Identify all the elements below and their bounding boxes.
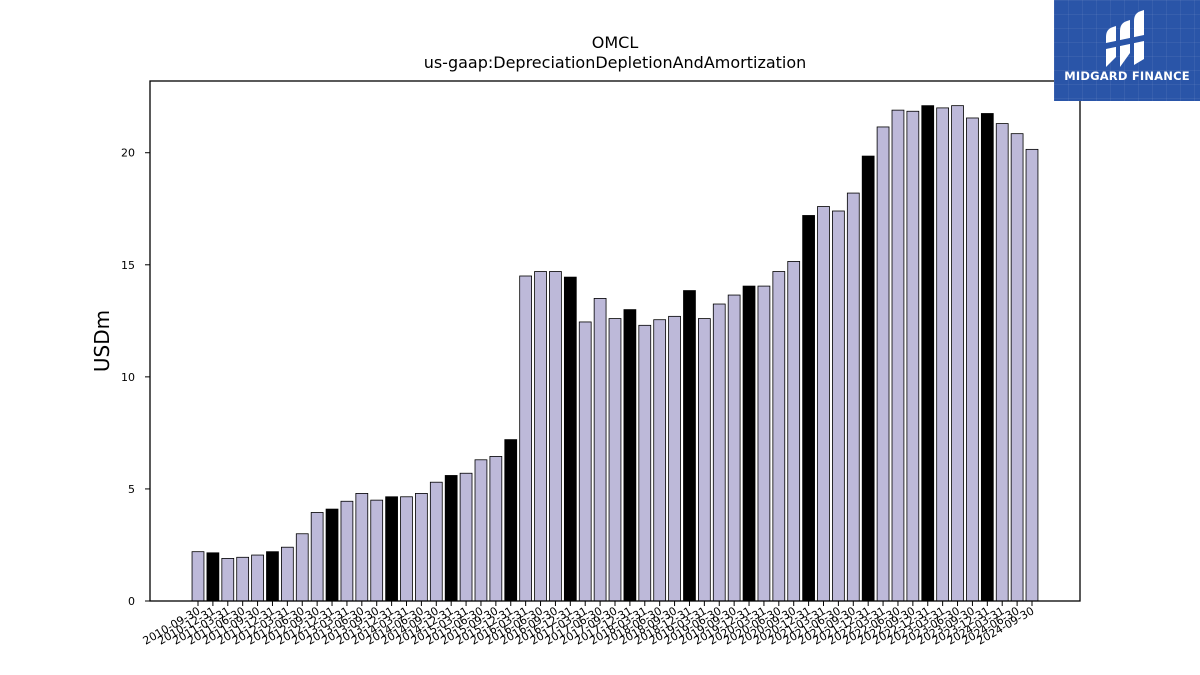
y-axis-label: USDm — [90, 310, 114, 372]
bar-2019-03-31 — [698, 318, 711, 602]
bar-2014-09-30 — [429, 481, 443, 602]
bar-2020-09-30 — [787, 261, 801, 602]
bar-2020-03-31 — [757, 285, 771, 602]
bar-2023-09-30 — [966, 117, 979, 602]
bar-2015-03-31 — [459, 472, 473, 602]
bar-2020-12-31 — [802, 215, 815, 602]
bar-2015-12-31 — [504, 439, 518, 602]
midgard-logo-icon — [1106, 10, 1144, 67]
bar-2022-09-30 — [906, 110, 920, 602]
bar-2011-09-30 — [251, 554, 264, 602]
bar-2016-03-31 — [519, 275, 533, 602]
bar-2012-09-30 — [310, 512, 324, 602]
bar-2011-12-31 — [266, 551, 279, 602]
bar-2012-12-31 — [325, 508, 339, 602]
bar-2023-12-31 — [980, 113, 994, 602]
bar-2016-06-30 — [534, 271, 547, 602]
y-tick-label: 15 — [121, 259, 135, 272]
logo-text: MIDGARD FINANCE — [1064, 69, 1190, 83]
bar-2013-12-31 — [385, 496, 398, 602]
bar-2014-03-31 — [400, 496, 413, 602]
bar-2018-09-30 — [668, 315, 681, 602]
bar-2010-09-30 — [191, 551, 205, 602]
bar-2021-12-31 — [861, 155, 875, 602]
bar-2016-12-31 — [563, 276, 577, 602]
bars-group — [191, 105, 1039, 602]
bar-2010-12-31 — [206, 552, 220, 602]
bar-2023-03-31 — [936, 107, 950, 602]
bar-2020-06-30 — [772, 271, 786, 602]
bar-2021-09-30 — [846, 192, 860, 602]
bar-2022-12-31 — [921, 105, 935, 602]
bar-2019-06-30 — [712, 303, 726, 602]
bar-2017-12-31 — [623, 309, 637, 602]
bar-2016-09-30 — [549, 271, 562, 602]
bar-2011-03-31 — [221, 558, 235, 602]
y-tick-label: 5 — [128, 483, 135, 496]
bar-2013-06-30 — [355, 493, 369, 602]
bar-2018-12-31 — [683, 290, 696, 602]
bar-2021-03-31 — [817, 206, 830, 602]
bar-2019-09-30 — [727, 294, 741, 602]
midgard-finance-logo: MIDGARD FINANCE — [1054, 0, 1200, 101]
bar-2022-06-30 — [891, 109, 905, 602]
y-tick-label: 0 — [128, 595, 135, 608]
bar-2013-03-31 — [340, 500, 354, 602]
bar-2024-06-30 — [1010, 133, 1024, 602]
bar-2018-06-30 — [653, 319, 667, 602]
bar-2014-12-31 — [444, 475, 458, 602]
x-ticks-group: 2010-09-302010-12-312011-03-312011-06-30… — [141, 601, 1037, 648]
bar-2011-06-30 — [236, 556, 250, 602]
bar-2014-06-30 — [415, 493, 428, 602]
bar-2017-09-30 — [608, 318, 622, 602]
bar-2021-06-30 — [832, 210, 845, 602]
bar-2017-06-30 — [593, 298, 607, 602]
bar-2024-09-30 — [1025, 148, 1039, 602]
bar-2023-06-30 — [951, 105, 964, 602]
bar-2017-03-31 — [578, 321, 592, 602]
bar-2013-09-30 — [370, 499, 384, 602]
bar-2024-03-31 — [995, 123, 1009, 602]
bar-2022-03-31 — [876, 126, 890, 602]
bar-2012-03-31 — [280, 546, 294, 602]
y-tick-label: 20 — [121, 147, 135, 160]
bar-2015-06-30 — [474, 459, 488, 602]
bar-2015-09-30 — [489, 456, 503, 602]
y-ticks-group: 0 5 10 15 20 — [121, 147, 150, 608]
chart-subtitle: us-gaap:DepreciationDepletionAndAmortiza… — [424, 53, 807, 72]
bar-2012-06-30 — [295, 533, 309, 602]
bar-2019-12-31 — [742, 285, 756, 602]
chart-title: OMCL — [592, 33, 639, 52]
bar-2018-03-31 — [638, 324, 652, 602]
y-tick-label: 10 — [121, 371, 135, 384]
plot-frame — [149, 80, 1081, 602]
